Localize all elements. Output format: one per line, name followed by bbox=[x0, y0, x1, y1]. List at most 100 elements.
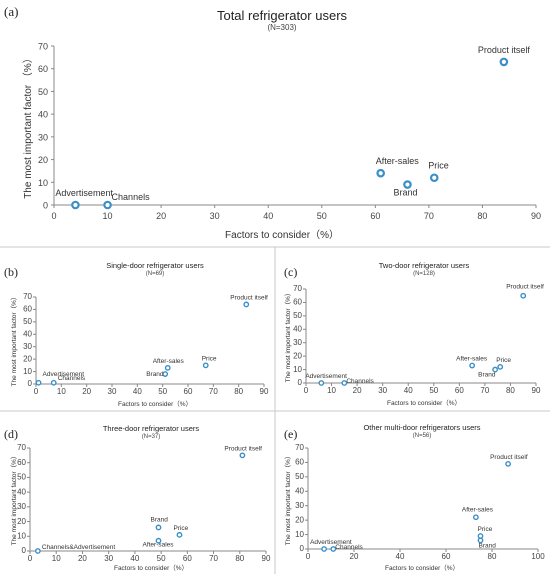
x-tick-label: 50 bbox=[157, 554, 166, 563]
data-point bbox=[202, 362, 209, 369]
y-tick-label: 20 bbox=[293, 351, 302, 360]
x-tick-label: 20 bbox=[350, 552, 359, 561]
x-tick-label: 80 bbox=[234, 387, 243, 396]
data-point bbox=[403, 180, 412, 189]
panel-label: (c) bbox=[284, 265, 297, 279]
x-tick-label: 80 bbox=[477, 211, 487, 221]
y-axis-label: The most important factor（%） bbox=[284, 290, 292, 383]
y-tick-label: 40 bbox=[295, 486, 304, 495]
y-tick-label: 30 bbox=[38, 132, 48, 142]
panel-total-users: (a) Total refrigerator users(N=303) 0 10 20 3… bbox=[4, 4, 541, 241]
y-tick-label: 10 bbox=[295, 530, 304, 539]
point-label: Advertisement bbox=[310, 539, 352, 546]
y-tick-label: 50 bbox=[295, 472, 304, 481]
chart-title: Other multi-door refrigerators users bbox=[363, 423, 480, 432]
data-point bbox=[321, 546, 327, 552]
panel-dividers bbox=[0, 246, 550, 574]
x-tick-label: 90 bbox=[260, 387, 269, 396]
point-label: Channels bbox=[346, 378, 374, 385]
data-point bbox=[103, 200, 112, 210]
data-point bbox=[469, 362, 476, 369]
point-label: Product itself bbox=[230, 294, 268, 301]
x-tick-label: 80 bbox=[506, 386, 515, 395]
x-tick-label: 80 bbox=[235, 554, 244, 563]
chart-subtitle: (N=37) bbox=[142, 434, 161, 440]
x-tick-label: 60 bbox=[442, 552, 451, 561]
point-label: Brand bbox=[146, 371, 164, 378]
point-label: After-sales bbox=[142, 542, 174, 549]
point-label: Channels&Advertisement bbox=[42, 544, 116, 551]
y-tick-label: 30 bbox=[23, 342, 32, 351]
y-tick-label: 30 bbox=[293, 338, 302, 347]
point-label: Product itself bbox=[224, 445, 262, 452]
point-label: Brand bbox=[393, 188, 417, 198]
data-point bbox=[155, 524, 162, 531]
chart-title: Single-door refrigerator users bbox=[106, 261, 204, 270]
y-tick-label: 20 bbox=[17, 517, 26, 526]
y-tick-label: 0 bbox=[43, 201, 48, 211]
x-tick-label: 20 bbox=[82, 387, 91, 396]
x-tick-label: 100 bbox=[531, 552, 545, 561]
x-axis-label: Factors to consider（%） bbox=[387, 399, 461, 407]
data-point bbox=[505, 460, 511, 467]
chart-subtitle: (N=56) bbox=[413, 433, 432, 439]
x-tick-label: 10 bbox=[52, 554, 61, 563]
x-tick-label: 60 bbox=[183, 554, 192, 563]
y-tick-label: 50 bbox=[17, 473, 26, 482]
data-point bbox=[520, 292, 527, 299]
point-label: Channels bbox=[58, 375, 86, 382]
y-tick-label: 10 bbox=[38, 178, 48, 188]
x-tick-label: 60 bbox=[370, 211, 380, 221]
x-tick-label: 70 bbox=[424, 211, 434, 221]
y-axis-label: The most important factor（%） bbox=[10, 294, 18, 387]
x-tick-label: 40 bbox=[396, 552, 405, 561]
x-tick-label: 40 bbox=[130, 554, 139, 563]
point-label: Channels bbox=[335, 544, 363, 551]
data-point bbox=[155, 537, 162, 544]
x-tick-label: 40 bbox=[263, 211, 273, 221]
chart-subtitle: (N=69) bbox=[146, 271, 165, 277]
panel-label: (b) bbox=[4, 265, 18, 279]
panel-label: (e) bbox=[284, 427, 297, 441]
y-axis-label: The most important factor （%） bbox=[22, 53, 34, 199]
data-point bbox=[472, 514, 479, 521]
x-tick-label: 30 bbox=[104, 554, 113, 563]
x-tick-label: 60 bbox=[184, 387, 193, 396]
data-point bbox=[499, 57, 509, 67]
y-tick-label: 70 bbox=[38, 42, 48, 52]
x-tick-label: 50 bbox=[429, 386, 438, 395]
panel-label: (a) bbox=[4, 4, 18, 19]
panel-other-multi-door: (e) Other multi-door refrigerators users(… bbox=[284, 423, 545, 572]
data-point bbox=[497, 363, 504, 370]
y-tick-label: 70 bbox=[23, 292, 32, 301]
y-tick-label: 40 bbox=[293, 324, 302, 333]
x-tick-label: 70 bbox=[480, 386, 489, 395]
data-point bbox=[318, 380, 325, 386]
y-tick-label: 40 bbox=[38, 110, 48, 120]
data-point bbox=[176, 531, 183, 538]
point-label: Product itself bbox=[506, 284, 544, 291]
y-tick-label: 50 bbox=[38, 87, 48, 97]
point-label: Product itself bbox=[478, 45, 531, 55]
data-point bbox=[477, 537, 484, 544]
point-label: Brand bbox=[150, 516, 168, 523]
x-tick-label: 20 bbox=[353, 386, 362, 395]
x-tick-label: 20 bbox=[78, 554, 87, 563]
x-tick-label: 40 bbox=[404, 386, 413, 395]
y-tick-label: 70 bbox=[17, 443, 26, 452]
point-label: Price bbox=[428, 161, 449, 171]
y-tick-label: 20 bbox=[295, 515, 304, 524]
panel-two-door: (c) Two-door refrigerator users(N=128) 0 10… bbox=[284, 261, 544, 407]
x-tick-label: 10 bbox=[327, 386, 336, 395]
point-label: Product itself bbox=[490, 454, 528, 461]
data-point bbox=[429, 173, 439, 183]
x-tick-label: 0 bbox=[51, 211, 56, 221]
point-label: Price bbox=[173, 525, 188, 532]
y-tick-label: 20 bbox=[23, 354, 32, 363]
point-label: Advertisement bbox=[43, 371, 85, 378]
x-tick-label: 30 bbox=[378, 386, 387, 395]
x-tick-label: 40 bbox=[133, 387, 142, 396]
x-tick-label: 50 bbox=[158, 387, 167, 396]
x-tick-label: 80 bbox=[488, 552, 497, 561]
point-label: Channels bbox=[112, 192, 151, 202]
